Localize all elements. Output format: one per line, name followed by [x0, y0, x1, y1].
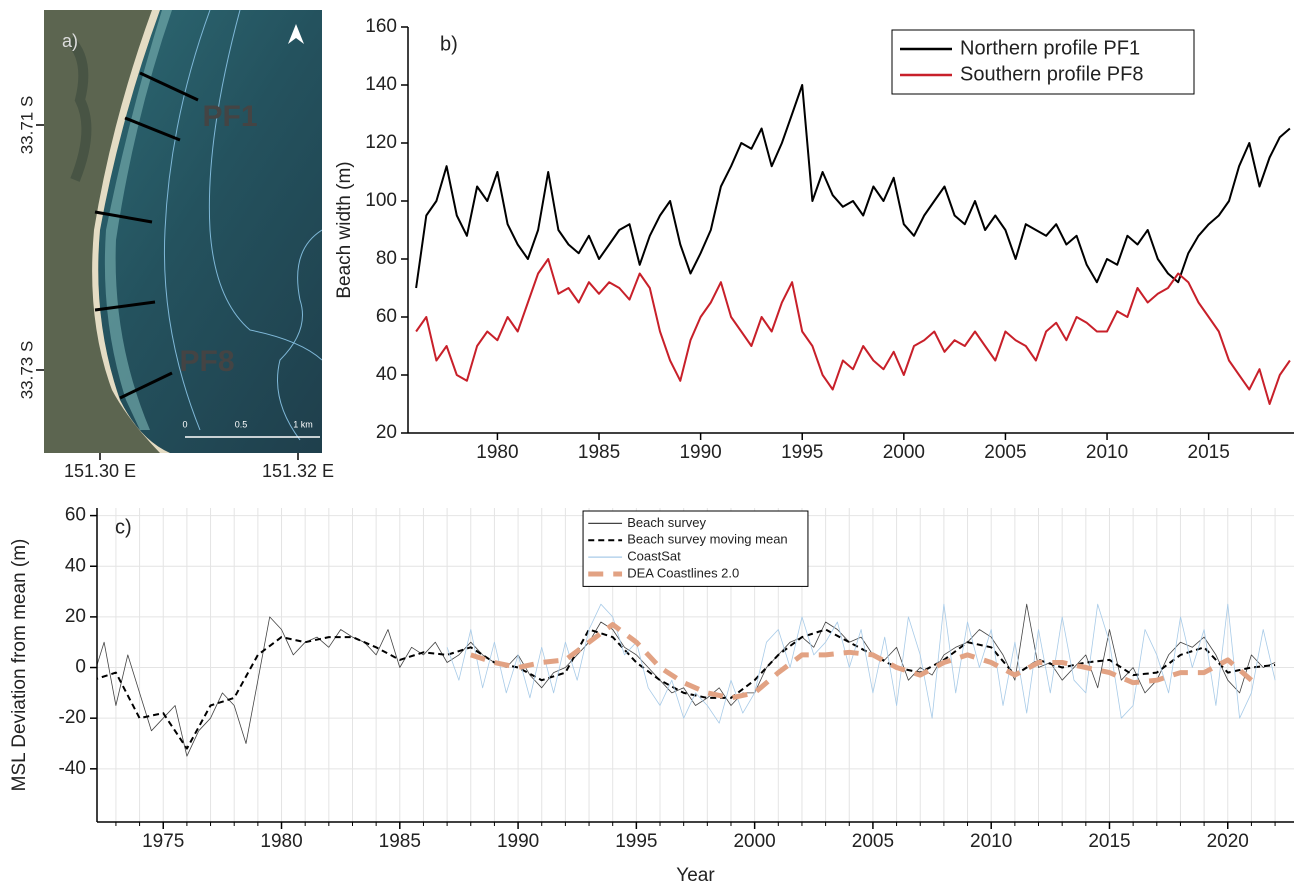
x-tick-label: 2000 — [883, 442, 925, 463]
y-tick-label: 140 — [365, 74, 397, 95]
map-lagoon — [66, 36, 92, 182]
x-tick-label: 2010 — [970, 831, 1012, 852]
x-tick-label: 2000 — [733, 831, 775, 852]
legend-label: Northern profile PF1 — [960, 37, 1140, 59]
x-tick-label: 2015 — [1188, 442, 1230, 463]
y-tick-label: 0 — [75, 657, 86, 678]
x-tick-label: 1980 — [476, 442, 518, 463]
profile-label: PF8 — [179, 345, 234, 378]
y-tick-label: 20 — [376, 422, 397, 443]
y-tick-label: 40 — [65, 555, 86, 576]
x-tick-label: 1985 — [379, 831, 421, 852]
legend-label: DEA Coastlines 2.0 — [627, 565, 739, 580]
y-tick-label: 20 — [65, 606, 86, 627]
panel-label: a) — [62, 31, 78, 51]
profile-label: PF1 — [202, 100, 257, 133]
lon-label: 151.30 E — [64, 461, 136, 481]
x-tick-label: 1975 — [142, 831, 184, 852]
map-panel: a) PF1 PF8 0 0.5 1 km — [44, 10, 322, 453]
y-tick-label: 40 — [376, 364, 397, 385]
series-line — [415, 258, 1291, 405]
y-tick-label: 60 — [65, 505, 86, 526]
panel-label: c) — [115, 516, 132, 538]
y-axis-label: MSL Deviation from mean (m) — [9, 539, 30, 792]
x-tick-label: 2005 — [984, 442, 1026, 463]
scale-label: 0 — [182, 419, 187, 429]
x-tick-label: 1995 — [615, 831, 657, 852]
plot-area — [97, 603, 1276, 757]
chart-panel: -40 -20 0 20 40 60 1975 1980 1985 1990 1995 2000 200… — [9, 505, 1294, 886]
x-tick-label: 1985 — [578, 442, 620, 463]
y-tick-label: 160 — [365, 16, 397, 37]
legend-box — [891, 29, 1195, 95]
series-line — [446, 603, 1276, 724]
panel-label: b) — [440, 33, 458, 55]
x-tick-label: 1990 — [679, 442, 721, 463]
x-tick-label: 1995 — [781, 442, 823, 463]
map-contour — [163, 10, 211, 431]
y-tick-label: -20 — [59, 707, 86, 728]
x-tick-label: 1980 — [260, 831, 302, 852]
legend: Beach survey Beach survey moving mean Coas… — [582, 510, 809, 587]
map-ticks — [36, 124, 299, 460]
y-tick-label: 120 — [365, 132, 397, 153]
legend-label: Southern profile PF8 — [960, 63, 1143, 85]
profile-lines — [94, 71, 199, 400]
y-axis-label: Beach width (m) — [334, 161, 355, 298]
y-tick-label: 80 — [376, 248, 397, 269]
map-surf — [104, 10, 172, 430]
map-contour — [208, 10, 322, 361]
x-tick-label: 2010 — [1086, 442, 1128, 463]
scale-label: 0.5 — [235, 419, 248, 429]
map-contour — [277, 229, 322, 441]
x-axis-label: Year — [676, 865, 715, 886]
lon-label: 151.32 E — [262, 461, 334, 481]
x-tick-label: 1990 — [497, 831, 539, 852]
north-arrow — [288, 24, 304, 44]
legend-label: Beach survey moving mean — [627, 532, 787, 547]
map-land — [44, 10, 170, 453]
plot-area — [415, 84, 1291, 405]
legend-label: Beach survey — [627, 515, 706, 530]
y-tick-label: -40 — [59, 758, 86, 779]
series-line — [415, 84, 1291, 289]
y-tick-label: 100 — [365, 190, 397, 211]
x-tick-label: 2015 — [1088, 831, 1130, 852]
lat-label: 33.71 S — [17, 96, 36, 155]
x-tick-label: 2005 — [852, 831, 894, 852]
chart-panel: 20 40 60 80 100 120 140 160 1980 1985 1990 1995 2000… — [334, 16, 1294, 463]
legend: Northern profile PF1 Southern profile PF8 — [891, 29, 1195, 95]
y-tick-label: 60 — [376, 306, 397, 327]
legend-label: CoastSat — [627, 549, 681, 564]
x-tick-label: 2020 — [1207, 831, 1249, 852]
scale-label: 1 km — [293, 419, 313, 429]
lat-label: 33.73 S — [17, 341, 36, 400]
